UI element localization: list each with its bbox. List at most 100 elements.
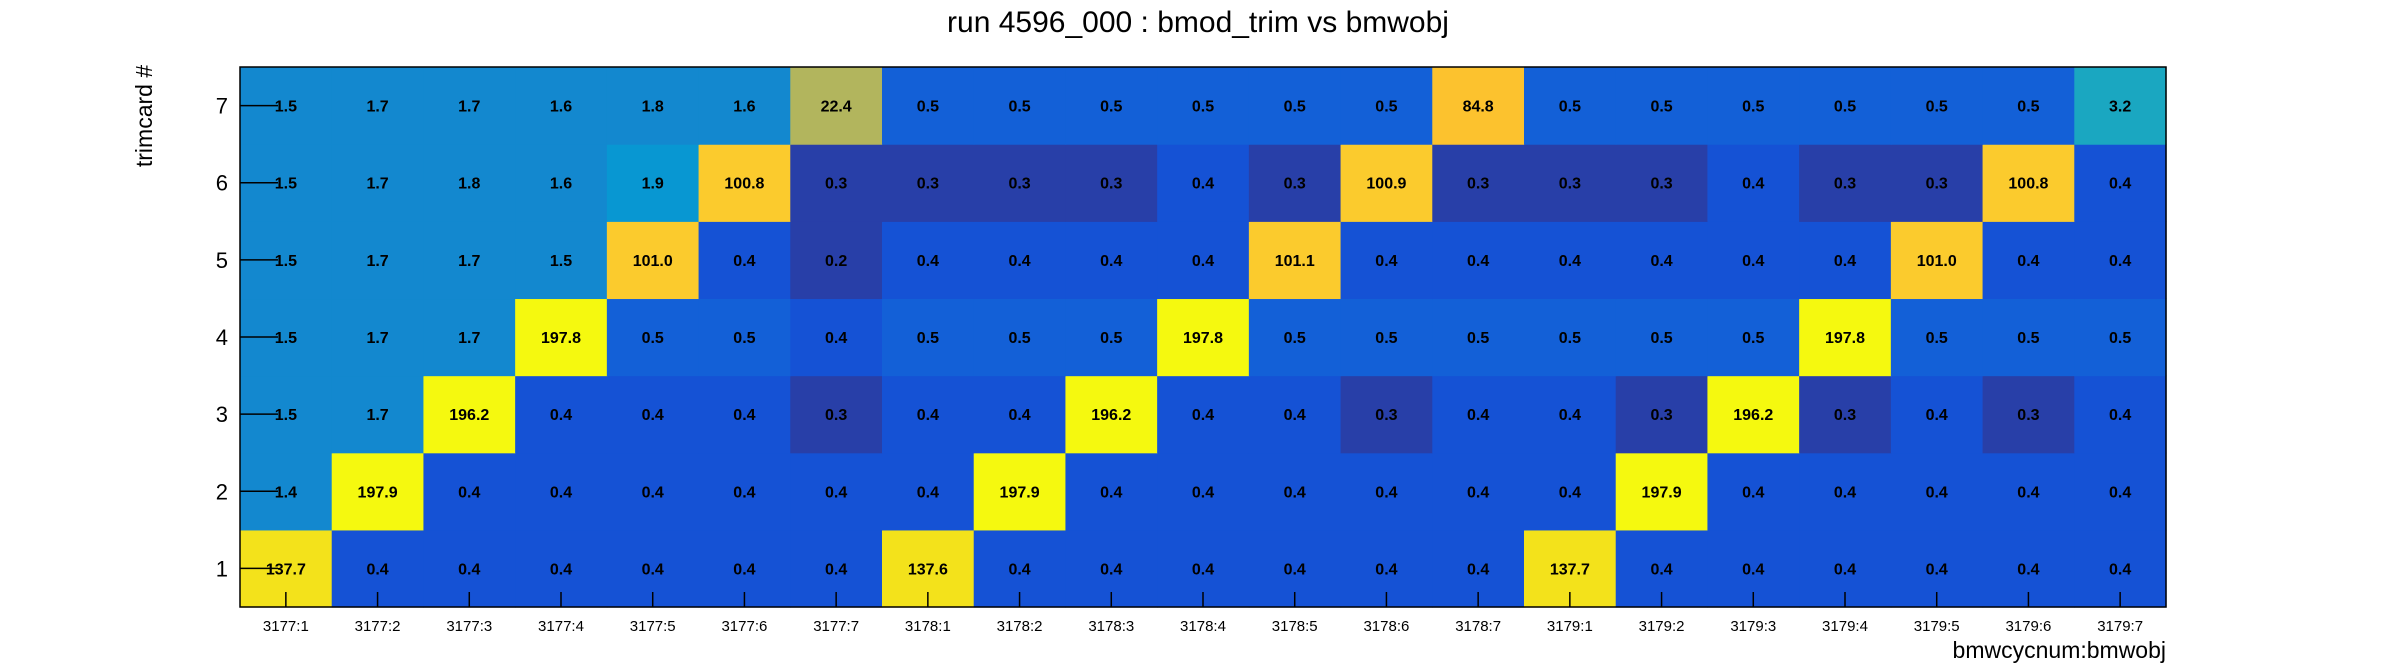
cell-value-label: 1.4 (275, 484, 297, 501)
heatmap-cell (1890, 375, 1984, 454)
cell-value-label: 0.4 (825, 561, 847, 578)
cell-value-label: 1.5 (275, 176, 297, 193)
heatmap-cell (1432, 144, 1525, 222)
cell-value-label: 0.4 (917, 407, 939, 424)
heatmap-cell (1340, 375, 1433, 454)
heatmap-cell (1799, 298, 1892, 377)
cell-value-label: 0.4 (1834, 561, 1856, 578)
heatmap-cell (1065, 221, 1158, 300)
cell-value-label: 0.4 (458, 561, 480, 578)
cell-value-label: 0.4 (1192, 253, 1214, 270)
cell-value-label: 0.4 (2109, 561, 2131, 578)
heatmap-cell (882, 298, 975, 377)
x-tick-label: 3178:5 (1272, 618, 1318, 635)
heatmap-cell (515, 221, 608, 300)
heatmap-cell (1890, 144, 1984, 222)
cell-value-label: 1.7 (366, 99, 388, 116)
cell-value-label: 137.7 (266, 561, 306, 578)
cell-value-label: 1.8 (642, 99, 664, 116)
heatmap-cell (1707, 298, 1800, 377)
heatmap-cell (2074, 452, 2167, 531)
cell-value-label: 196.2 (449, 407, 489, 424)
heatmap-cell (331, 298, 425, 377)
cell-value-label: 0.5 (1926, 99, 1948, 116)
heatmap-cell (1248, 221, 1342, 300)
heatmap-cell (1340, 221, 1433, 300)
heatmap-cell (606, 452, 700, 531)
cell-value-label: 0.4 (1467, 484, 1489, 501)
heatmap-cell (1432, 67, 1525, 145)
cell-value-label: 0.4 (1100, 253, 1122, 270)
y-tick-label: 4 (216, 325, 228, 350)
heatmap-cell (331, 144, 425, 222)
cell-value-label: 0.3 (825, 407, 847, 424)
cell-value-label: 0.4 (1008, 561, 1030, 578)
heatmap-cell (515, 452, 608, 531)
cell-value-label: 0.4 (1192, 561, 1214, 578)
cell-value-label: 0.4 (2109, 176, 2131, 193)
heatmap-cell (1524, 144, 1617, 222)
cell-value-label: 0.4 (550, 407, 572, 424)
heatmap-cell (515, 67, 608, 145)
cell-value-label: 0.4 (2109, 253, 2131, 270)
cell-value-label: 0.5 (2017, 330, 2039, 347)
cell-value-label: 0.4 (550, 484, 572, 501)
chart-title: run 4596_000 : bmod_trim vs bmwobj (947, 6, 1449, 39)
heatmap-cell (2074, 375, 2167, 454)
cell-value-label: 0.5 (917, 330, 939, 347)
cell-value-label: 0.5 (1100, 330, 1122, 347)
cell-value-label: 0.4 (1192, 176, 1214, 193)
heatmap-cell (882, 67, 975, 145)
cell-value-label: 0.4 (1742, 253, 1764, 270)
heatmap-cell (1615, 298, 1709, 377)
heatmap-cell (1065, 298, 1158, 377)
cell-value-label: 0.5 (1650, 330, 1672, 347)
cell-value-label: 1.6 (550, 176, 572, 193)
cell-value-label: 0.4 (733, 484, 755, 501)
cell-value-label: 0.4 (1742, 176, 1764, 193)
cell-value-label: 0.3 (1284, 176, 1306, 193)
cell-value-label: 196.2 (1733, 407, 1773, 424)
x-tick-label: 3178:7 (1455, 618, 1501, 635)
cell-value-label: 1.7 (366, 176, 388, 193)
heatmap-cell (1524, 298, 1617, 377)
cell-value-label: 0.4 (1192, 484, 1214, 501)
cell-value-label: 197.9 (358, 484, 398, 501)
cell-value-label: 0.4 (366, 561, 388, 578)
cell-value-label: 0.4 (1559, 484, 1581, 501)
cell-value-label: 0.4 (2109, 407, 2131, 424)
heatmap-cell (1248, 144, 1342, 222)
heatmap-cell (882, 221, 975, 300)
heatmap-cell (331, 221, 425, 300)
cell-value-label: 0.3 (1559, 176, 1581, 193)
cell-value-label: 0.5 (1559, 330, 1581, 347)
cell-value-label: 0.4 (733, 253, 755, 270)
heatmap-cell (1799, 375, 1892, 454)
heatmap-cell (1340, 452, 1433, 531)
cell-value-label: 0.4 (1559, 253, 1581, 270)
cell-value-label: 0.4 (825, 330, 847, 347)
cell-value-label: 0.5 (1375, 99, 1397, 116)
cell-value-label: 0.3 (1834, 176, 1856, 193)
cell-value-label: 137.6 (908, 561, 948, 578)
cell-value-label: 3.2 (2109, 99, 2131, 116)
cell-value-label: 0.4 (825, 484, 847, 501)
cell-value-label: 0.3 (1375, 407, 1397, 424)
heatmap-cell (423, 221, 516, 300)
cell-value-label: 0.4 (917, 253, 939, 270)
cell-value-label: 0.4 (1650, 561, 1672, 578)
heatmap-cell (423, 144, 516, 222)
heatmap-cell (973, 452, 1067, 531)
cell-value-label: 0.5 (1284, 99, 1306, 116)
y-tick-label: 7 (216, 94, 228, 119)
cell-value-label: 0.4 (1284, 484, 1306, 501)
cell-value-label: 197.8 (1825, 330, 1865, 347)
cell-value-label: 0.3 (1926, 176, 1948, 193)
heatmap-cell (698, 298, 791, 377)
heatmap-cell (1065, 67, 1158, 145)
cell-value-label: 0.5 (1008, 99, 1030, 116)
cell-value-label: 0.4 (1834, 484, 1856, 501)
x-tick-label: 3178:6 (1363, 618, 1409, 635)
cell-value-label: 0.5 (2017, 99, 2039, 116)
cell-value-label: 0.4 (642, 484, 664, 501)
